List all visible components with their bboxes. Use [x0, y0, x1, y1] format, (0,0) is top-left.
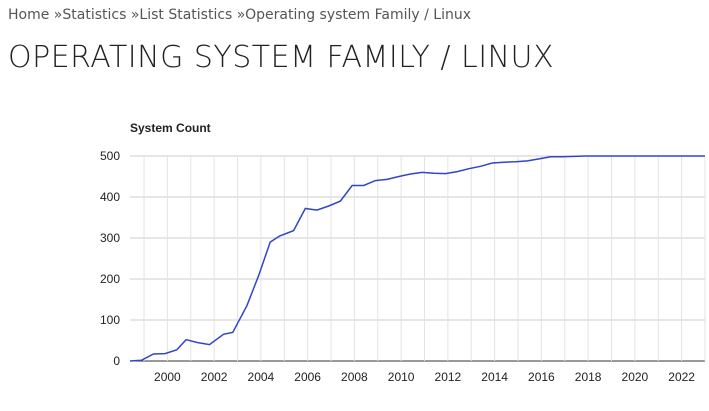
- y-axis: 0 100 200 300 400 500: [100, 149, 120, 368]
- x-tick-label: 2002: [201, 370, 228, 384]
- y-tick-label: 400: [100, 190, 120, 204]
- breadcrumb: Home »Statistics »List Statistics »Opera…: [8, 7, 471, 23]
- y-tick-label: 100: [100, 313, 120, 327]
- x-tick-label: 2014: [481, 370, 508, 384]
- x-tick-label: 2018: [575, 370, 602, 384]
- x-tick-label: 2004: [248, 370, 275, 384]
- breadcrumb-separator: »: [130, 7, 140, 23]
- breadcrumb-separator: »: [236, 7, 246, 23]
- breadcrumb-current: Operating system Family / Linux: [245, 7, 472, 23]
- chart-container: System Count 0 100 200 300 400 500 2000 2002 20…: [0, 110, 709, 407]
- x-tick-label: 2008: [341, 370, 368, 384]
- x-tick-label: 2000: [154, 370, 181, 384]
- page-title: OPERATING SYSTEM FAMILY / LINUX: [8, 40, 554, 75]
- y-tick-label: 300: [100, 231, 120, 245]
- breadcrumb-statistics-link[interactable]: Statistics: [62, 7, 127, 23]
- x-axis: 2000 2002 2004 2006 2008 2010 2012 2014 2016 2018…: [154, 370, 695, 384]
- x-tick-label: 2010: [388, 370, 415, 384]
- chart-grid: [130, 155, 706, 362]
- series-line-linux: [129, 155, 705, 362]
- x-tick-label: 2012: [435, 370, 462, 384]
- breadcrumb-list-statistics-link[interactable]: List Statistics: [139, 7, 233, 23]
- x-tick-label: 2006: [294, 370, 321, 384]
- y-tick-label: 500: [100, 149, 120, 163]
- y-tick-label: 0: [113, 354, 120, 368]
- x-tick-label: 2016: [528, 370, 555, 384]
- x-tick-label: 2022: [668, 370, 695, 384]
- breadcrumb-separator: »: [53, 7, 63, 23]
- y-tick-label: 200: [100, 272, 120, 286]
- x-tick-label: 2020: [622, 370, 649, 384]
- chart-title: System Count: [130, 121, 211, 135]
- breadcrumb-home-link[interactable]: Home: [8, 7, 50, 23]
